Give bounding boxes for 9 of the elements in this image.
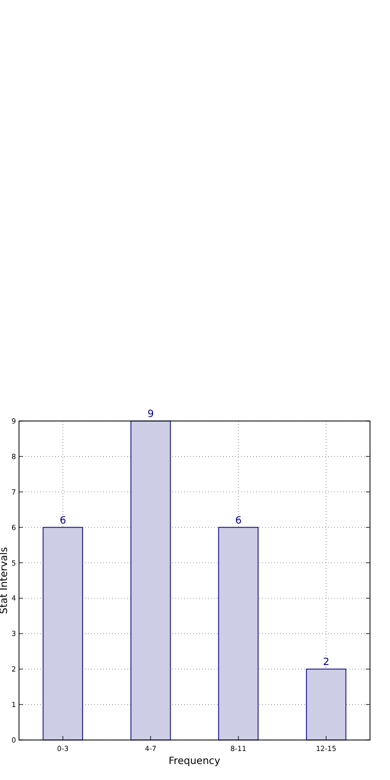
bar	[306, 668, 346, 740]
data-label: 9	[147, 409, 154, 420]
data-label: 2	[322, 657, 330, 668]
bar	[218, 526, 259, 740]
x-axis-title: Frequency	[168, 756, 220, 767]
data-label: 6	[60, 515, 66, 526]
bar	[42, 526, 84, 740]
bar	[130, 420, 171, 740]
data-label: 6	[235, 515, 242, 526]
